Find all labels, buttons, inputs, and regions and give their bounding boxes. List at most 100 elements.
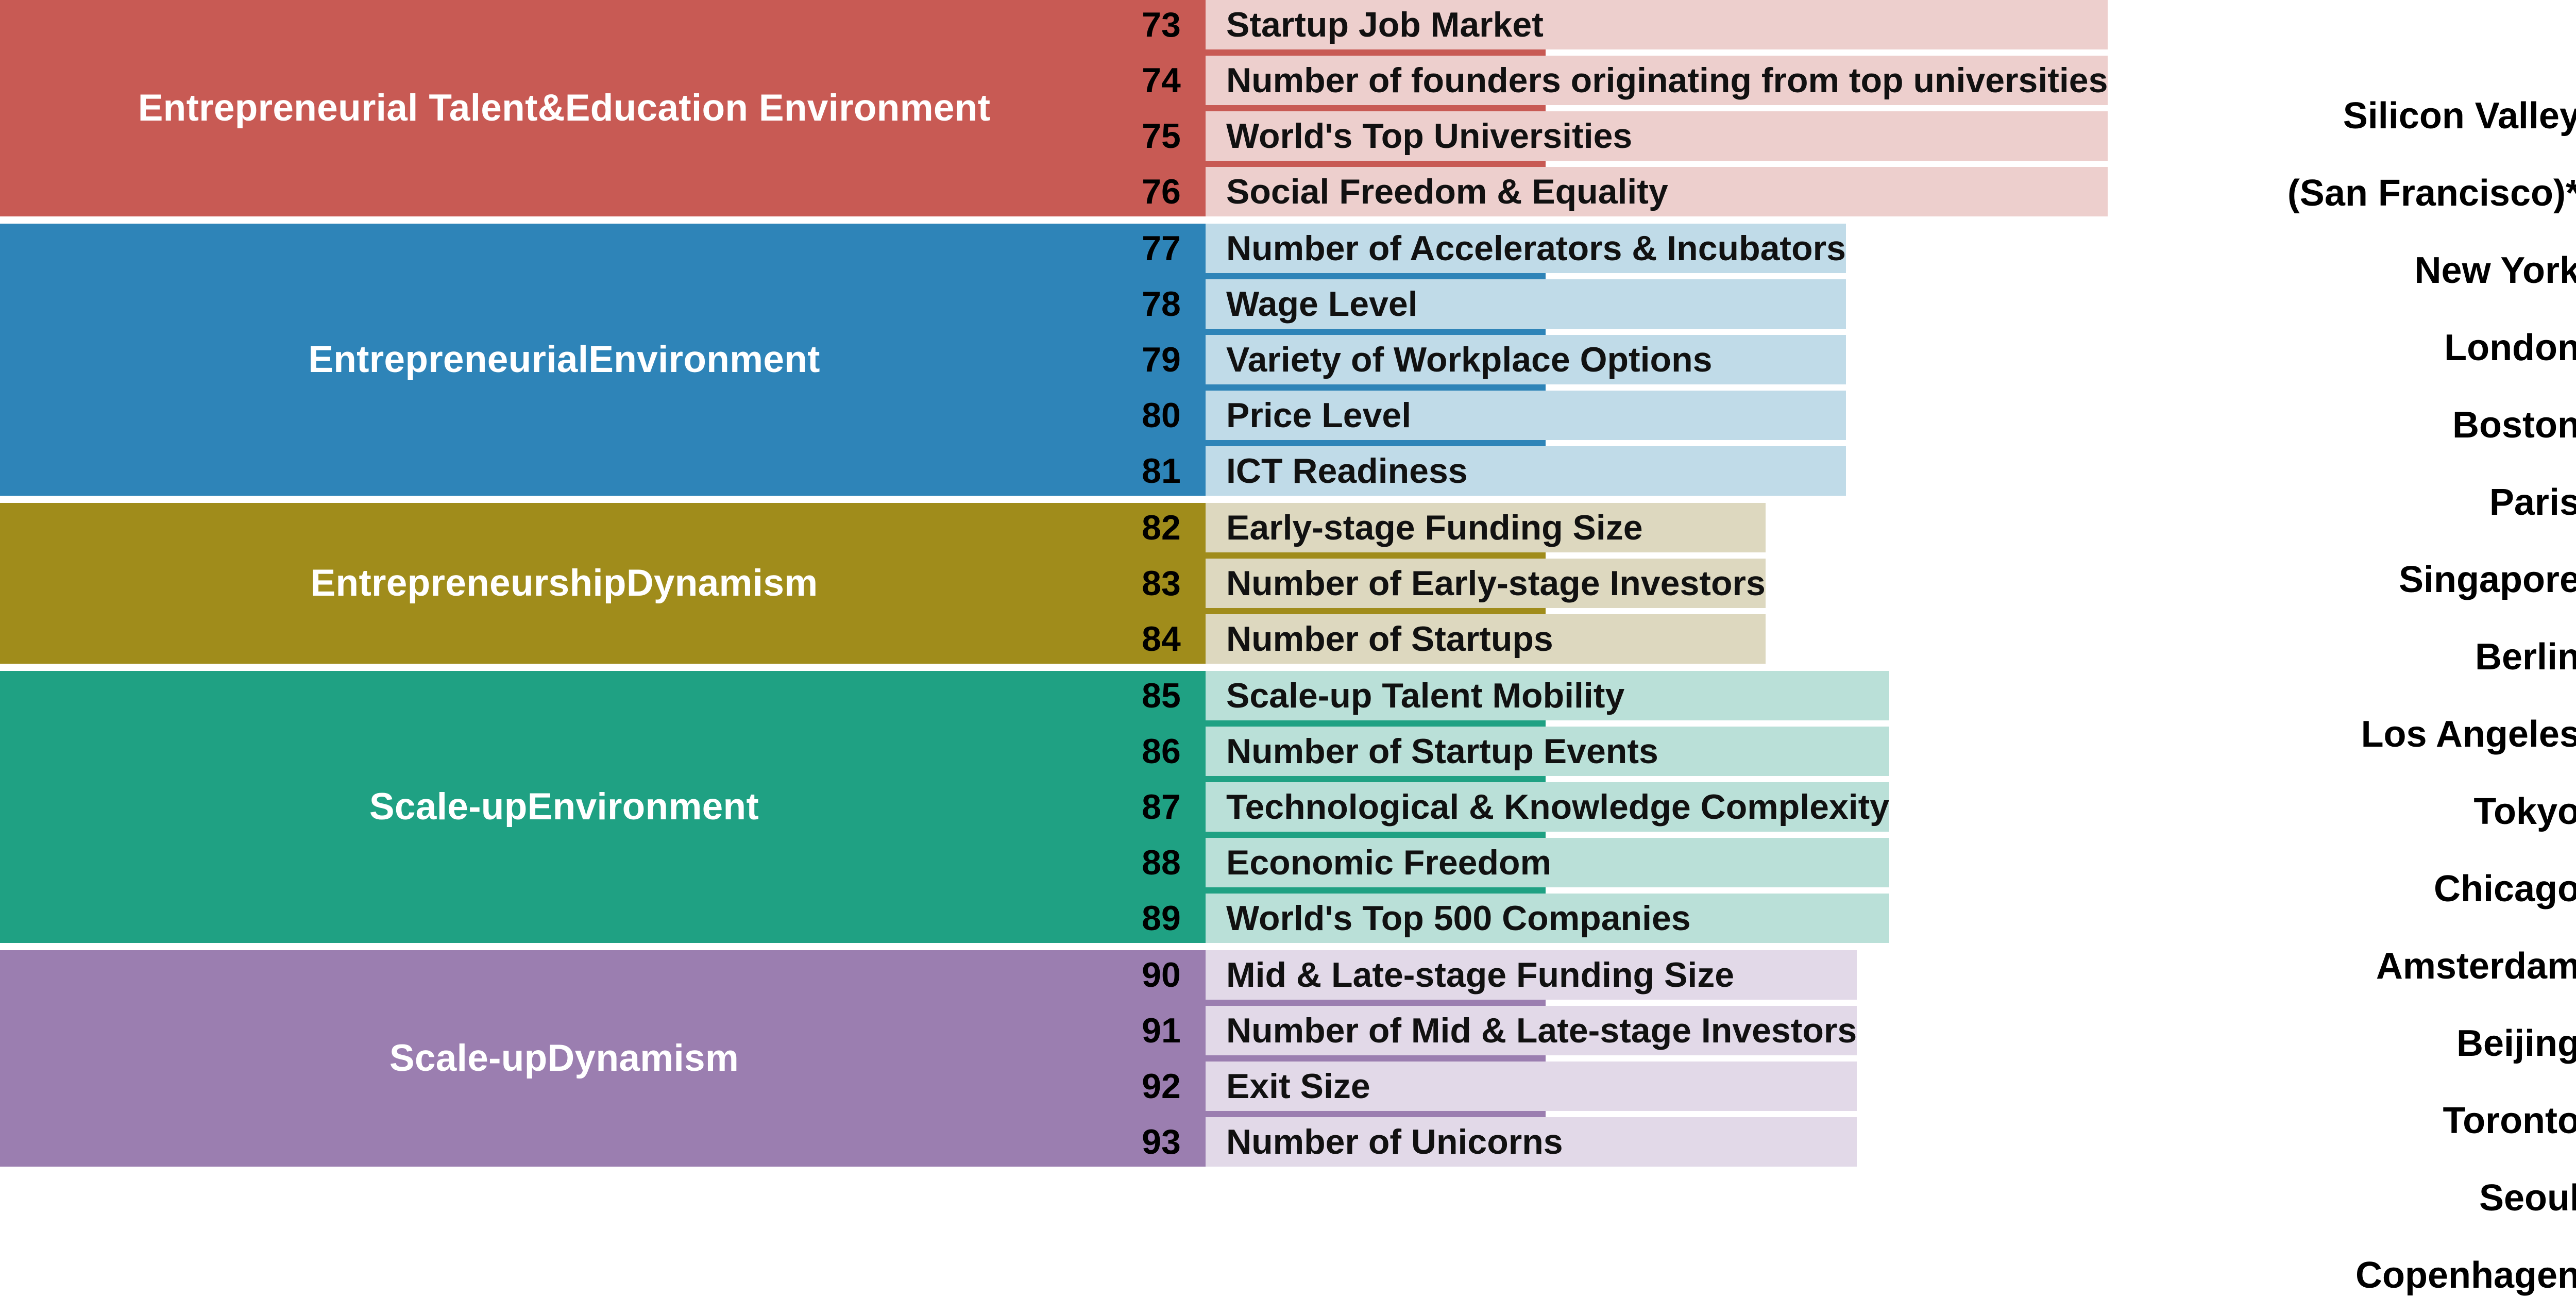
indicator-label: Number of founders originating from top …: [1206, 56, 2108, 105]
indicator-label: Number of Accelerators & Incubators: [1206, 224, 1846, 273]
indicator-number: 73: [1142, 5, 1181, 44]
group-header-line: Scale-up: [389, 1037, 548, 1079]
indicator-row[interactable]: 78 Wage Level: [1128, 279, 1846, 329]
chart-bar-row[interactable]: Los Angeles8160.2: [1571, 696, 2576, 773]
city-label: Boston: [2452, 405, 2576, 446]
chart-bar-row[interactable]: London3280.1: [1571, 309, 2576, 386]
indicator-row[interactable]: 91 Number of Mid & Late-stage Investors: [1128, 1006, 1857, 1055]
indicator-row[interactable]: 84 Number of Startups: [1128, 614, 1766, 664]
bar-rows-container: Silicon Valley1430.6(San Francisco)*-282…: [1571, 77, 2576, 1314]
chart-bar-row[interactable]: (San Francisco)*-282.8: [1571, 155, 2576, 232]
chart-bar-row[interactable]: Boston4181.6: [1571, 386, 2576, 464]
group-header-label: Entrepreneurial Talent & Education Environ…: [0, 0, 1128, 216]
city-label: (San Francisco)*: [2287, 173, 2576, 214]
city-label: Amsterdam: [2376, 946, 2576, 987]
group-header-label: Scale-up Dynamism: [0, 950, 1128, 1167]
indicator-number: 84: [1142, 619, 1181, 659]
chart-bar-row[interactable]: Beijing12140.1: [1571, 1005, 2576, 1082]
city-label: Beijing: [2456, 1023, 2576, 1064]
indicator-row[interactable]: 89 World's Top 500 Companies: [1128, 894, 1890, 943]
indicator-label: Price Level: [1206, 391, 1846, 440]
indicator-row[interactable]: 86 Number of Startup Events: [1128, 727, 1890, 776]
indicator-number: 86: [1142, 732, 1181, 771]
indicator-group: Scale-up Dynamism 90 Mid & Late-stage Fundi…: [0, 950, 1857, 1167]
indicator-number: 79: [1142, 340, 1181, 379]
chart-bar-row[interactable]: Tokyo9149.5: [1571, 773, 2576, 850]
city-label: Toronto: [2443, 1100, 2576, 1141]
chart-bar-row[interactable]: Silicon Valley1430.6: [1571, 77, 2576, 155]
group-header-line: Dynamism: [626, 562, 818, 604]
score-chart-panel: Score 050100150200250300350400 Silicon V…: [1571, 0, 2576, 1296]
indicator-number: 87: [1142, 787, 1181, 827]
indicator-row[interactable]: 75 World's Top Universities: [1128, 111, 2108, 161]
chart-bar-row[interactable]: Paris5167.8: [1571, 464, 2576, 541]
indicator-number: 91: [1142, 1011, 1181, 1050]
chart-bar-row[interactable]: New York2282.6: [1571, 232, 2576, 309]
group-header-line: Dynamism: [547, 1037, 739, 1079]
indicator-rows: 73 Startup Job Market 74 Number of founders…: [1128, 0, 2108, 216]
indicator-row[interactable]: 81 ICT Readiness: [1128, 446, 1846, 496]
indicator-number: 74: [1142, 61, 1181, 100]
indicator-label: Wage Level: [1206, 279, 1846, 329]
chart-bar-row[interactable]: Singapore6161.6: [1571, 541, 2576, 618]
chart-bar-row[interactable]: Chicago10145.5: [1571, 850, 2576, 928]
chart-bar-row[interactable]: Berlin7160.2: [1571, 618, 2576, 696]
indicator-number: 75: [1142, 116, 1181, 156]
indicator-row[interactable]: 79 Variety of Workplace Options: [1128, 335, 1846, 384]
indicator-number: 88: [1142, 843, 1181, 882]
city-label: Paris: [2489, 482, 2576, 523]
indicator-label: World's Top Universities: [1206, 111, 2108, 161]
city-label: Los Angeles: [2361, 714, 2576, 755]
city-label: Tokyo: [2473, 791, 2576, 832]
indicator-rows: 77 Number of Accelerators & Incubators 78 W…: [1128, 224, 1846, 496]
indicator-group: Scale-up Environment 85 Scale-up Talent Mob…: [0, 671, 1890, 943]
city-label: London: [2444, 327, 2576, 368]
indicator-number: 77: [1142, 229, 1181, 268]
indicator-row[interactable]: 88 Economic Freedom: [1128, 838, 1890, 887]
group-header-line: Entrepreneurship: [310, 562, 626, 604]
city-label: New York: [2414, 250, 2576, 291]
indicator-number: 92: [1142, 1067, 1181, 1106]
indicator-number: 90: [1142, 955, 1181, 995]
indicator-rows: 82 Early-stage Funding Size 83 Number of Ea…: [1128, 503, 1766, 664]
indicator-label: World's Top 500 Companies: [1206, 894, 1890, 943]
city-label: Chicago: [2433, 868, 2576, 909]
chart-bar-row[interactable]: Amsterdam11140.9: [1571, 928, 2576, 1005]
indicator-row[interactable]: 83 Number of Early-stage Investors: [1128, 559, 1766, 608]
indicator-label: Number of Early-stage Investors: [1206, 559, 1766, 608]
indicator-row[interactable]: 77 Number of Accelerators & Incubators: [1128, 224, 1846, 273]
indicator-row[interactable]: 82 Early-stage Funding Size: [1128, 503, 1766, 552]
indicator-row[interactable]: 87 Technological & Knowledge Complexity: [1128, 782, 1890, 832]
indicator-number: 93: [1142, 1122, 1181, 1161]
indicator-group: Entrepreneurial Environment 77 Number of Ac…: [0, 224, 1846, 496]
group-header-line: Environment: [588, 338, 820, 380]
indicator-rows: 85 Scale-up Talent Mobility 86 Number of St…: [1128, 671, 1890, 943]
chart-bar-row[interactable]: Copenhagen15132.7: [1571, 1237, 2576, 1314]
indicator-number: 85: [1142, 676, 1181, 715]
chart-bar-row[interactable]: Seoul14135.6: [1571, 1159, 2576, 1237]
indicator-row[interactable]: 93 Number of Unicorns: [1128, 1117, 1857, 1167]
group-header-line: Environment: [527, 785, 759, 828]
group-header-line: Scale-up: [369, 785, 528, 828]
indicator-row[interactable]: 85 Scale-up Talent Mobility: [1128, 671, 1890, 720]
group-header-line: Entrepreneurial Talent: [138, 87, 538, 129]
city-label: Seoul: [2479, 1177, 2576, 1219]
indicator-label: ICT Readiness: [1206, 446, 1846, 496]
chart-bar-row[interactable]: Toronto13137.6: [1571, 1082, 2576, 1159]
indicator-row[interactable]: 80 Price Level: [1128, 391, 1846, 440]
indicator-label: Number of Startup Events: [1206, 727, 1890, 776]
city-label: Silicon Valley: [2343, 95, 2576, 137]
indicator-label: Economic Freedom: [1206, 838, 1890, 887]
indicator-label: Social Freedom & Equality: [1206, 167, 2108, 216]
city-label: Singapore: [2398, 559, 2576, 600]
indicator-row[interactable]: 73 Startup Job Market: [1128, 0, 2108, 49]
indicator-row[interactable]: 74 Number of founders originating from to…: [1128, 56, 2108, 105]
indicator-number: 76: [1142, 172, 1181, 211]
indicator-row[interactable]: 90 Mid & Late-stage Funding Size: [1128, 950, 1857, 1000]
indicator-row[interactable]: 76 Social Freedom & Equality: [1128, 167, 2108, 216]
group-header-label: Scale-up Environment: [0, 671, 1128, 943]
indicator-row[interactable]: 92 Exit Size: [1128, 1062, 1857, 1111]
indicator-label: Number of Startups: [1206, 614, 1766, 664]
indicator-number: 80: [1142, 396, 1181, 435]
